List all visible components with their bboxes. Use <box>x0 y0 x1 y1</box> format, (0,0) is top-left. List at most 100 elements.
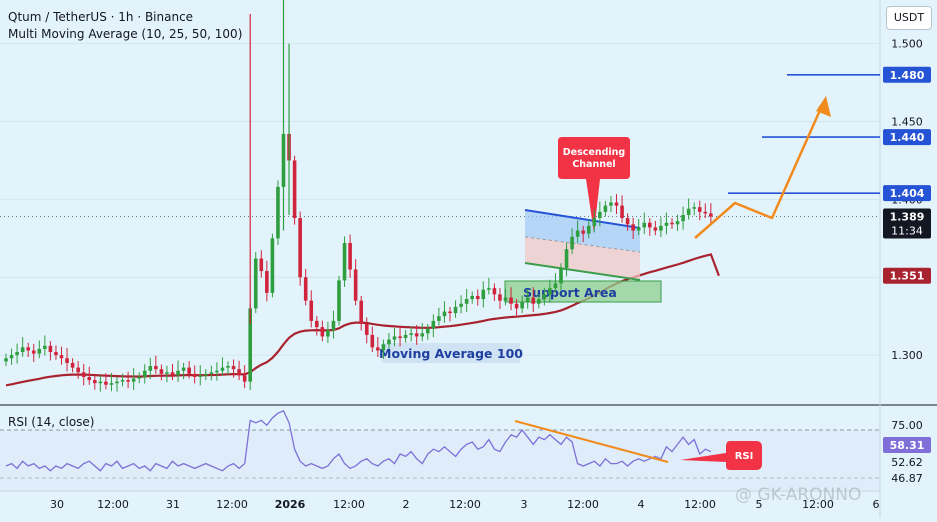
candle-body <box>348 243 352 270</box>
candle-body <box>248 308 252 382</box>
candle-body <box>326 330 330 337</box>
candle-body <box>265 271 269 293</box>
candle-body <box>131 378 136 382</box>
target-price-label: 1.404 <box>890 187 925 200</box>
candle-body <box>31 350 36 354</box>
candle-body <box>231 366 236 370</box>
candle-body <box>559 267 563 284</box>
candle-body <box>392 336 397 340</box>
candle-body <box>187 367 191 374</box>
countdown-label: 11:34 <box>891 225 923 238</box>
time-tick-label: 30 <box>50 498 64 511</box>
channel-bottom-line <box>524 262 641 281</box>
candle-body <box>475 295 480 300</box>
candle-body <box>570 236 574 250</box>
candle-body <box>93 380 97 384</box>
candle-body <box>592 218 597 226</box>
rsi-tick-label: 46.87 <box>891 472 923 485</box>
candle-body <box>364 324 369 335</box>
candle-body <box>315 320 319 328</box>
candle-body <box>431 320 436 329</box>
candle-body <box>675 221 680 225</box>
candle-body <box>481 289 486 300</box>
candle-body <box>309 300 314 321</box>
candle-body <box>237 369 241 376</box>
target-price-badge <box>883 185 931 202</box>
candle-body <box>4 358 8 362</box>
candle-body <box>426 328 430 334</box>
channel-top-line <box>524 209 641 229</box>
time-tick-label: 12:00 <box>216 498 248 511</box>
current-price-label: 1.389 <box>890 211 925 224</box>
price-tick-label: 1.500 <box>891 38 923 51</box>
candle-body <box>37 348 42 354</box>
candle-body <box>509 297 513 304</box>
candle-body <box>65 358 69 363</box>
candle-body <box>642 222 647 228</box>
candle-body <box>76 367 80 373</box>
candle-body <box>697 207 702 212</box>
candle-body <box>525 297 530 303</box>
candle-body <box>292 160 297 219</box>
channel-mid-line <box>524 236 641 253</box>
candle-body <box>670 222 674 225</box>
rsi-tick-label: 52.62 <box>891 456 923 469</box>
projection-arrow-path <box>694 107 823 239</box>
ma-label-bg <box>382 343 520 363</box>
candle-body <box>492 288 497 295</box>
candle-body <box>192 373 197 377</box>
candle-body <box>9 355 14 359</box>
time-tick-label: 12:00 <box>97 498 129 511</box>
time-axis[interactable]: 30 12:00 31 12:00 2026 12:00 2 12:00 3 12:00 4 12:0… <box>0 485 880 511</box>
candle-body <box>414 333 419 337</box>
candle-body <box>270 238 275 293</box>
candle-body <box>464 299 469 304</box>
price-axis[interactable]: 1.3001.3501.4001.4501.5001.4041.4401.480… <box>883 38 931 363</box>
candle-body <box>620 205 624 219</box>
candle-body <box>142 370 147 377</box>
candle-body <box>126 380 130 382</box>
target-price-label: 1.440 <box>890 131 925 144</box>
candle-body <box>598 211 602 219</box>
candle-body <box>59 355 64 359</box>
candle-body <box>104 381 108 385</box>
candle-body <box>586 225 591 234</box>
candle-body <box>259 258 264 272</box>
currency-button[interactable]: USDT <box>886 6 932 30</box>
descending-channel-label-line2: Channel <box>572 159 615 170</box>
candle-body <box>581 230 585 234</box>
candle-body <box>636 227 641 231</box>
candle-body <box>686 208 691 215</box>
time-tick-label: 2 <box>403 498 410 511</box>
candle-body <box>15 352 19 356</box>
time-tick-label: 5 <box>756 498 763 511</box>
target-price-label: 1.480 <box>890 69 925 82</box>
candle-body <box>459 303 463 307</box>
candle-body <box>692 207 696 209</box>
candle-body <box>276 186 280 239</box>
candle-body <box>198 375 203 377</box>
price-tick-label: 1.450 <box>891 116 923 129</box>
candle-body <box>381 344 386 351</box>
candle-body <box>170 372 175 376</box>
support-area-label: Support Area <box>523 285 617 300</box>
moving-average-label: Moving Average 100 <box>379 346 523 361</box>
candle-body <box>215 370 219 373</box>
rsi-line <box>5 409 712 472</box>
candle-body <box>387 339 391 345</box>
candle-body <box>320 327 325 337</box>
channel-lower-fill <box>525 237 640 280</box>
candle-body <box>542 294 547 300</box>
candle-body <box>109 383 114 385</box>
candle-body <box>48 345 53 353</box>
candle-body <box>176 370 180 376</box>
candle-body <box>398 336 402 339</box>
candle-body <box>148 366 153 371</box>
candle-body <box>359 300 363 324</box>
candle-body <box>625 218 630 225</box>
ma100-price-label: 1.351 <box>890 270 925 283</box>
candle-body <box>553 283 558 289</box>
rsi-series: RSI 75.00 58.31 52.62 46.87 <box>0 409 931 490</box>
candle-body <box>514 303 519 309</box>
